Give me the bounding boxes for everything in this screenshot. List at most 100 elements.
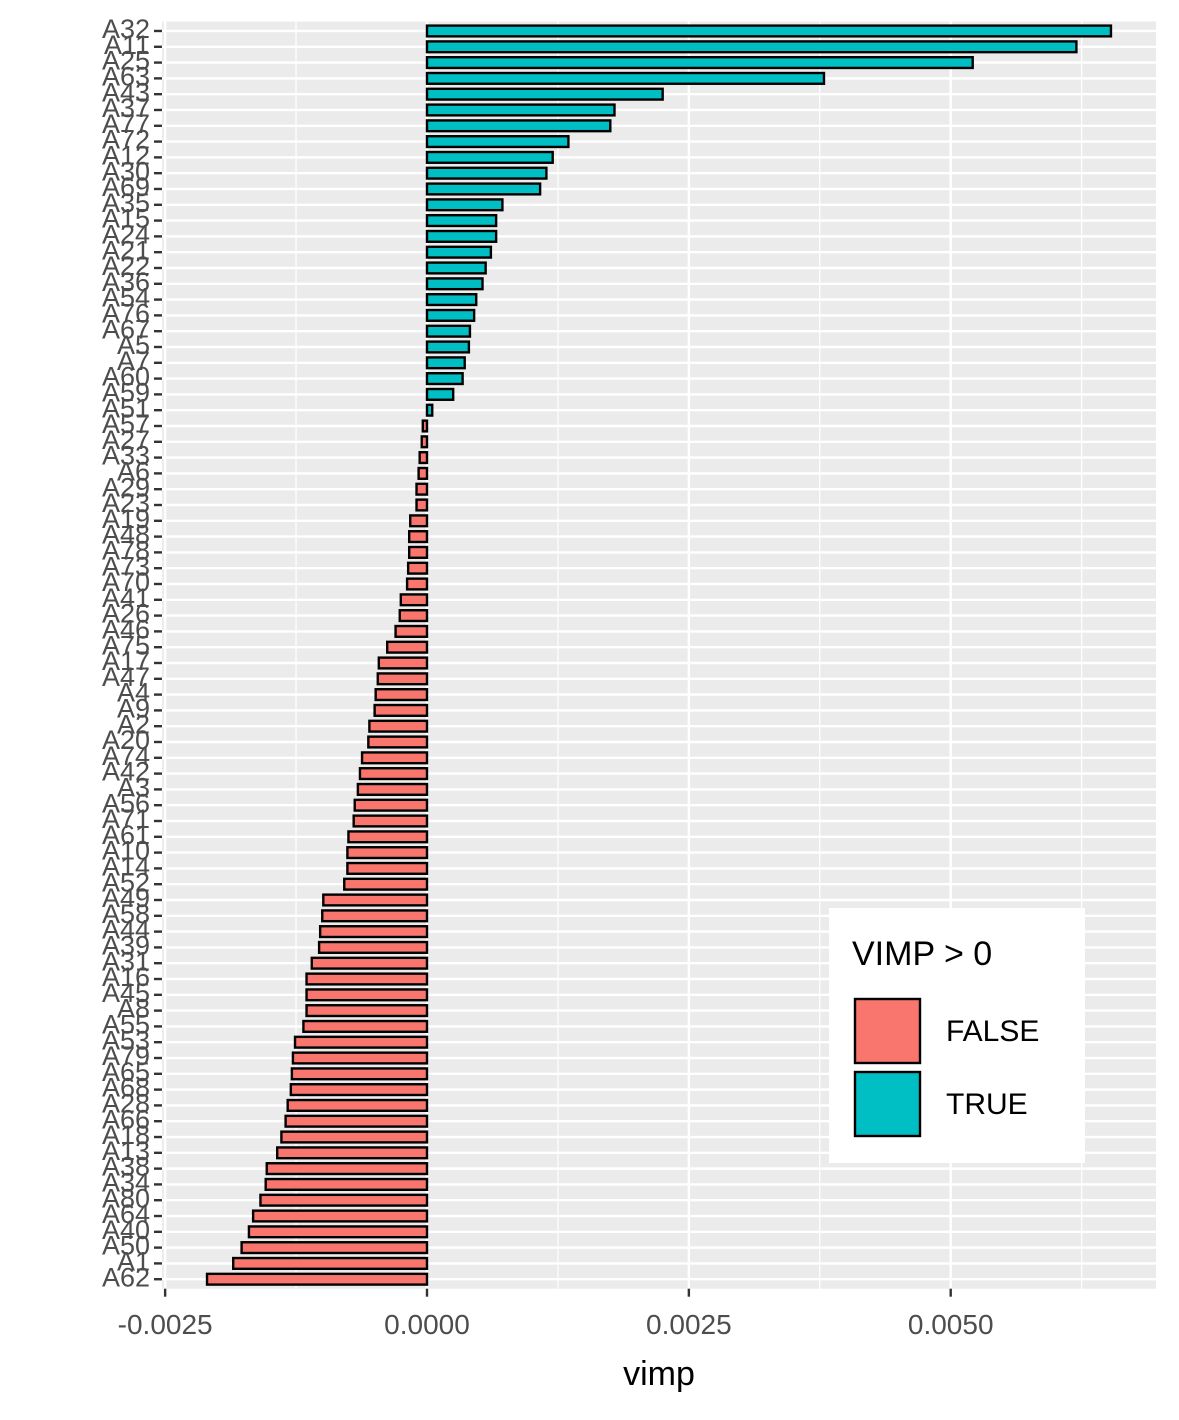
- y-tick-label: A50: [102, 1231, 150, 1261]
- y-tick-label: A71: [102, 804, 150, 834]
- bar: [425, 150, 554, 164]
- bar: [415, 482, 429, 496]
- y-tick-label: A52: [102, 867, 150, 897]
- y-tick-label: A72: [102, 125, 150, 155]
- y-tick-label: A33: [102, 441, 150, 471]
- bar: [352, 814, 429, 828]
- legend-swatch: [853, 1070, 922, 1138]
- x-tick-label: 0.0025: [646, 1309, 732, 1340]
- y-tick-label: A30: [102, 156, 150, 186]
- bar: [317, 940, 429, 954]
- bar: [425, 166, 548, 180]
- bar: [322, 893, 429, 907]
- y-tick-label: A74: [102, 741, 150, 771]
- y-tick-label: A15: [102, 204, 150, 234]
- y-tick-label: A32: [102, 14, 150, 44]
- legend-swatch: [853, 997, 922, 1065]
- y-tick-label: A14: [102, 852, 150, 882]
- y-tick-label: A56: [102, 788, 150, 818]
- bar: [415, 498, 429, 512]
- y-tick-label: A70: [102, 567, 150, 597]
- bar: [394, 624, 429, 638]
- bar: [291, 1051, 429, 1065]
- y-tick-label: A53: [102, 1025, 150, 1055]
- y-tick-label: A25: [102, 46, 150, 76]
- bar: [425, 261, 487, 275]
- y-tick-label: A45: [102, 978, 150, 1008]
- y-tick-label: A55: [102, 1010, 150, 1040]
- bar: [232, 1256, 429, 1270]
- bar: [367, 735, 429, 749]
- y-tick-label: A60: [102, 362, 150, 392]
- bar: [290, 1067, 429, 1081]
- bar: [425, 198, 504, 212]
- y-tick-label: A9: [117, 694, 150, 724]
- y-tick-label: A38: [102, 1152, 150, 1182]
- bar: [425, 403, 434, 417]
- bar: [407, 530, 429, 544]
- x-axis-label: vimp: [623, 1355, 695, 1393]
- bar: [346, 861, 429, 875]
- y-tick-label: A4: [117, 678, 150, 708]
- bar: [302, 1019, 429, 1033]
- x-tick-label: 0.0050: [908, 1309, 994, 1340]
- y-tick-label: A47: [102, 662, 150, 692]
- bar: [425, 87, 664, 101]
- y-tick-label: A37: [102, 93, 150, 123]
- bar: [247, 1225, 429, 1239]
- y-tick-label: A18: [102, 1120, 150, 1150]
- y-tick-label: A41: [102, 583, 150, 613]
- y-tick-label: A40: [102, 1215, 150, 1245]
- y-tick-label: A39: [102, 931, 150, 961]
- y-tick-label: A31: [102, 946, 150, 976]
- y-tick-label: A51: [102, 393, 150, 423]
- bar: [356, 782, 429, 796]
- bar: [409, 514, 429, 528]
- y-tick-label: A67: [102, 314, 150, 344]
- bar: [425, 119, 612, 133]
- y-tick-label: A76: [102, 299, 150, 329]
- y-tick-label: A57: [102, 409, 150, 439]
- bar: [265, 1162, 429, 1176]
- y-tick-label: A80: [102, 1183, 150, 1213]
- bar: [286, 1098, 429, 1112]
- y-tick-label: A68: [102, 1073, 150, 1103]
- bar: [347, 830, 429, 844]
- y-tick-label: A75: [102, 630, 150, 660]
- y-tick-label: A5: [117, 330, 150, 360]
- bar: [425, 24, 1113, 38]
- bar: [425, 356, 466, 370]
- x-tick-label: -0.0025: [118, 1309, 213, 1340]
- bar: [425, 308, 476, 322]
- y-tick-label: A8: [117, 994, 150, 1024]
- y-tick-label: A58: [102, 899, 150, 929]
- bar: [205, 1272, 429, 1286]
- bar: [425, 277, 484, 291]
- bar: [353, 798, 429, 812]
- y-tick-label: A48: [102, 520, 150, 550]
- y-tick-label: A36: [102, 267, 150, 297]
- bar: [368, 719, 429, 733]
- bar: [251, 1209, 429, 1223]
- y-tick-label: A35: [102, 188, 150, 218]
- bar: [425, 293, 478, 307]
- y-tick-label: A29: [102, 472, 150, 502]
- bar: [406, 561, 429, 575]
- y-tick-label: A43: [102, 77, 150, 107]
- bar: [264, 1177, 429, 1191]
- y-tick-label: A10: [102, 836, 150, 866]
- y-tick-label: A44: [102, 915, 150, 945]
- y-tick-label: A1: [117, 1247, 150, 1277]
- bar: [398, 609, 429, 623]
- bar: [305, 988, 429, 1002]
- bar: [421, 419, 429, 433]
- y-tick-label: A26: [102, 599, 150, 629]
- bar: [374, 688, 429, 702]
- bar: [377, 656, 429, 670]
- y-tick-label: A7: [117, 346, 150, 376]
- bar: [418, 451, 429, 465]
- y-tick-label: A27: [102, 425, 150, 455]
- bar: [425, 40, 1078, 54]
- bar: [425, 387, 455, 401]
